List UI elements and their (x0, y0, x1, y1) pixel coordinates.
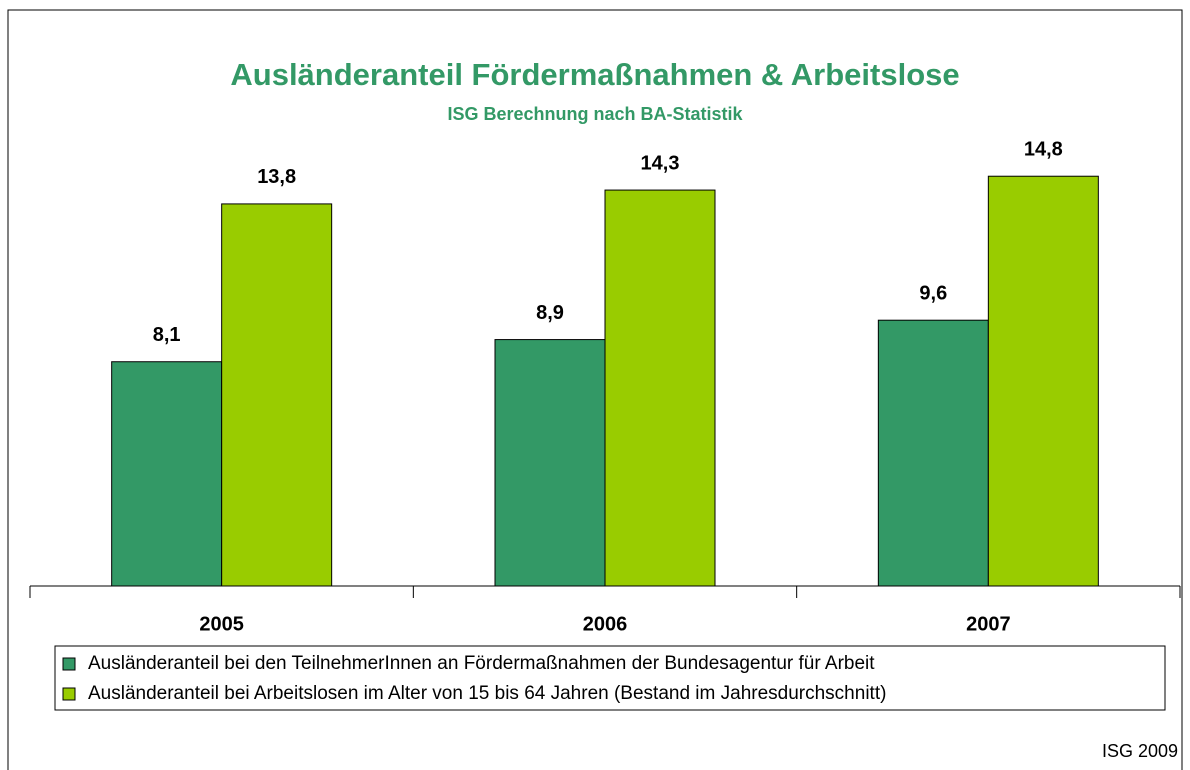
legend-label: Ausländeranteil bei Arbeitslosen im Alte… (88, 683, 886, 704)
bar (604, 189, 716, 587)
data-label: 8,9 (536, 302, 564, 324)
bar (111, 361, 223, 587)
legend-label: Ausländeranteil bei den TeilnehmerInnen … (88, 653, 875, 674)
data-label: 13,8 (257, 166, 296, 188)
chart-title: Ausländeranteil Fördermaßnahmen & Arbeit… (230, 57, 959, 92)
data-label: 14,8 (1024, 139, 1063, 161)
data-label: 9,6 (919, 282, 947, 304)
bar (987, 175, 1099, 587)
source-note: ISG 2009 (1102, 741, 1178, 761)
legend-swatch (62, 687, 76, 701)
legend-swatch (62, 657, 76, 671)
chart-subtitle: ISG Berechnung nach BA-Statistik (447, 104, 743, 124)
x-tick-label: 2005 (199, 613, 244, 635)
bar (877, 319, 989, 587)
x-tick-label: 2006 (583, 613, 628, 635)
bar (494, 339, 606, 587)
bar (221, 203, 333, 587)
x-tick-label: 2007 (966, 613, 1011, 635)
legend (54, 645, 1166, 711)
data-label: 14,3 (641, 152, 680, 174)
data-label: 8,1 (153, 324, 181, 346)
